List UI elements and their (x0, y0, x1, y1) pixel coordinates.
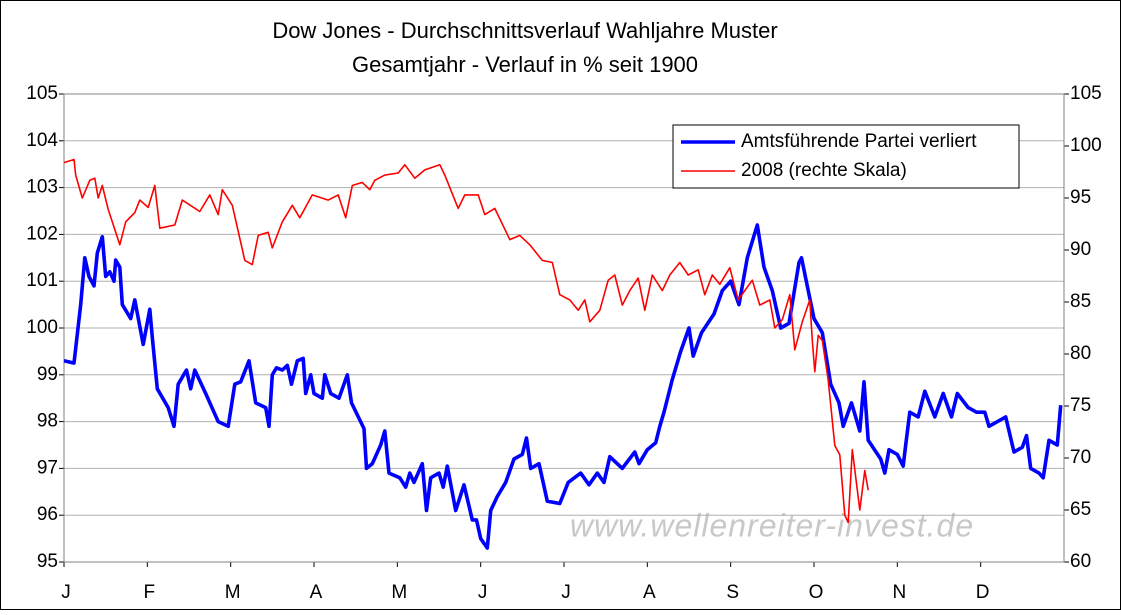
x-tick-label: S (726, 582, 739, 603)
y2-tick-label: 90 (1070, 239, 1091, 260)
x-tick-label: F (144, 582, 156, 603)
y2-tick-label: 105 (1070, 83, 1102, 104)
x-tick-label: J (561, 582, 571, 603)
series-line (63, 223, 1063, 550)
legend-label: 2008 (rechte Skala) (741, 160, 907, 181)
y-tick-label: 103 (26, 177, 58, 198)
y-tick-label: 105 (26, 83, 58, 104)
y-tick-label: 98 (37, 411, 58, 432)
x-tick-label: J (61, 582, 71, 603)
chart-subtitle: Gesamtjahr - Verlauf in % seit 1900 (352, 52, 698, 77)
y-tick-label: 102 (26, 223, 58, 244)
x-tick-label: M (225, 582, 241, 603)
watermark: www.wellenreiter-invest.de (570, 507, 974, 543)
y2-tick-label: 80 (1070, 343, 1091, 364)
y2-tick-label: 95 (1070, 187, 1091, 208)
x-tick-label: M (391, 582, 407, 603)
legend-box (672, 124, 1020, 189)
plot-frame (63, 93, 1065, 563)
y2-tick-label: 75 (1070, 395, 1091, 416)
legend-label: Amtsführende Partei verliert (741, 131, 977, 152)
y2-tick-label: 65 (1070, 499, 1091, 520)
x-tick-label: N (892, 582, 906, 603)
y-tick-label: 99 (37, 364, 58, 385)
y-tick-label: 101 (26, 270, 58, 291)
x-tick-label: A (310, 582, 323, 603)
x-tick-label: O (809, 582, 824, 603)
series-line (63, 158, 869, 524)
x-tick-label: J (478, 582, 488, 603)
y-tick-label: 104 (26, 130, 58, 151)
x-tick-label: D (976, 582, 990, 603)
y-tick-label: 95 (37, 551, 58, 572)
y-tick-label: 97 (37, 457, 58, 478)
x-tick-label: A (643, 582, 656, 603)
y2-tick-label: 60 (1070, 551, 1091, 572)
chart-title: Dow Jones - Durchschnittsverlauf Wahljah… (272, 18, 777, 43)
y-tick-label: 96 (37, 504, 58, 525)
y2-tick-label: 100 (1070, 135, 1102, 156)
y2-tick-label: 85 (1070, 291, 1091, 312)
y-tick-label: 100 (26, 317, 58, 338)
y2-tick-label: 70 (1070, 447, 1091, 468)
